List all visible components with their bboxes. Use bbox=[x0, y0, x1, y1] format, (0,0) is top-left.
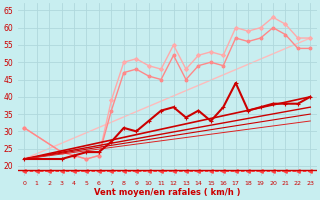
X-axis label: Vent moyen/en rafales ( km/h ): Vent moyen/en rafales ( km/h ) bbox=[94, 188, 241, 197]
